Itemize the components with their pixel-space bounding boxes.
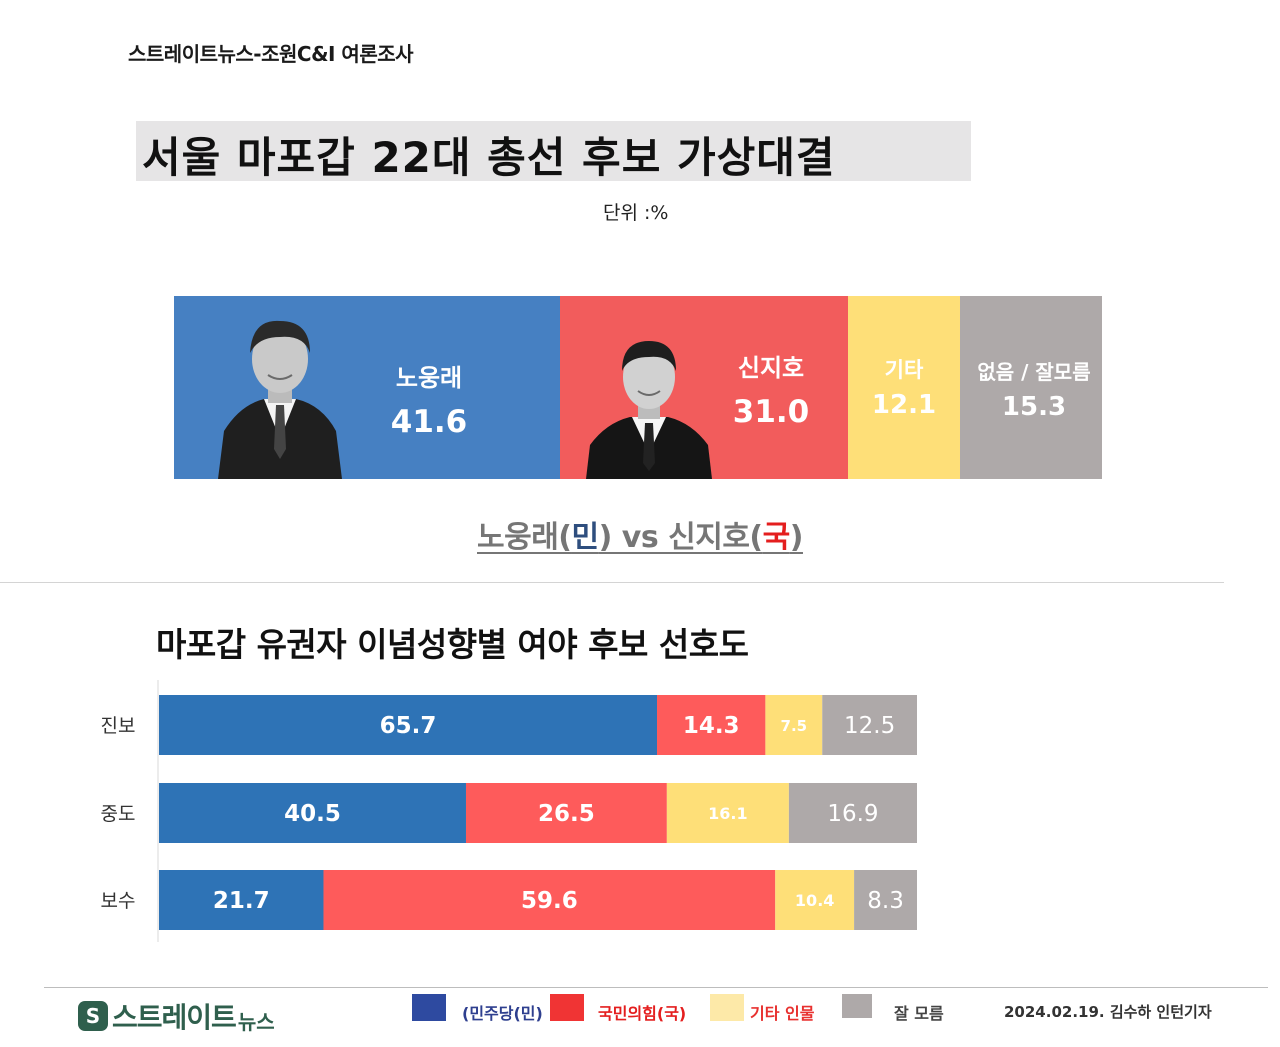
bar-segment	[159, 695, 658, 755]
section-divider	[0, 582, 1224, 583]
bar-value-label: 14.3	[683, 713, 740, 739]
segment-noh: 노웅래 41.6	[174, 296, 560, 479]
matchup-left-party: 민	[571, 520, 600, 555]
bar-segment	[765, 695, 823, 755]
footer-rule	[44, 987, 1268, 988]
bar-value-label: 65.7	[380, 713, 437, 739]
matchup-end: )	[789, 520, 804, 555]
title-background	[136, 121, 971, 181]
category-label: 보수	[101, 890, 136, 912]
page-title: 서울 마포갑 22대 총선 후보 가상대결	[142, 133, 836, 182]
bar-segment	[775, 870, 855, 930]
bar-value-label: 59.6	[521, 888, 578, 914]
bar-value-label: 21.7	[213, 888, 270, 914]
logo-mark-icon	[78, 1001, 108, 1031]
bar-value-label: 8.3	[867, 888, 904, 914]
matchup-right-party: 국	[762, 520, 791, 555]
logo-text: 스트레이트	[112, 1001, 237, 1034]
bar-segment	[788, 783, 917, 843]
bar-value-label: 12.5	[844, 713, 895, 739]
bar-segment	[822, 695, 917, 755]
chart-title: 마포갑 유권자 이념성향별 여야 후보 선호도	[156, 625, 749, 664]
legend-swatch-other	[710, 994, 744, 1021]
bar-value-label: 10.4	[795, 891, 834, 910]
bar-value-label: 40.5	[284, 801, 341, 827]
segment-other: 기타 12.1	[848, 296, 960, 479]
legend-label-democratic: (민주당(민)	[462, 1004, 543, 1023]
bar-value-label: 16.1	[708, 804, 747, 823]
legend-label-dont-know: 잘 모름	[894, 1004, 944, 1023]
bar-segment	[159, 783, 466, 843]
matchup-heading: 노웅래(민) vs 신지호(국)	[0, 512, 1280, 556]
bar-segment	[666, 783, 789, 843]
byline-date: 2024.02.19. 김수하 인턴기자	[1004, 1003, 1212, 1021]
other-value: 12.1	[871, 390, 937, 420]
survey-source: 스트레이트뉴스-조원C&I 여론조사	[128, 42, 414, 66]
bar-segment	[159, 870, 324, 930]
bar-segment	[657, 695, 766, 755]
segment-shin: 신지호 31.0	[560, 296, 848, 479]
ideology-stacked-bar-chart: 진보 65.7 14.3 7.5 12.5 중도 40.5 26.5 16.1 16.9 보수 21.…	[101, 680, 917, 942]
legend-swatch-democratic	[412, 994, 446, 1021]
category-label: 진보	[101, 715, 136, 737]
bar-value-label: 7.5	[781, 717, 808, 735]
candidate-value-shin: 31.0	[732, 394, 810, 430]
bar-segment	[465, 783, 667, 843]
legend-swatch-ppp	[550, 994, 584, 1021]
legend-swatch-dont-know	[842, 994, 872, 1018]
bar-value-label: 26.5	[538, 801, 595, 827]
bar-segment	[323, 870, 776, 930]
segment-dont-know: 없음 / 잘모름 15.3	[960, 296, 1102, 479]
candidate-photo-noh	[218, 320, 342, 479]
candidate-name-noh: 노웅래	[395, 364, 463, 392]
bar-segment	[854, 870, 917, 930]
dont-know-value: 15.3	[1001, 392, 1067, 422]
matchup-mid: ) vs 신지호(	[598, 520, 764, 555]
dont-know-label: 없음 / 잘모름	[977, 360, 1091, 384]
legend-label-other: 기타 인물	[750, 1004, 815, 1023]
legend-label-ppp: 국민의힘(국)	[598, 1004, 687, 1023]
other-label: 기타	[884, 358, 924, 382]
candidate-value-noh: 41.6	[390, 404, 468, 440]
candidate-name-shin: 신지호	[737, 354, 805, 382]
publisher-logo: 스트레이트 뉴스	[78, 999, 275, 1034]
matchup-left: 노웅래(	[477, 520, 572, 555]
bar-value-label: 16.9	[827, 801, 878, 827]
candidate-photo-shin	[586, 341, 712, 479]
unit-label: 단위 :%	[603, 202, 669, 224]
logo-subtext: 뉴스	[237, 1009, 275, 1034]
category-label: 중도	[101, 803, 136, 825]
